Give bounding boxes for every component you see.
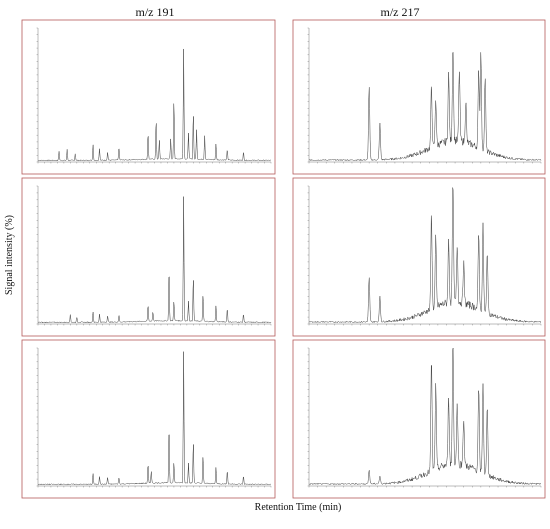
chromatogram-trace bbox=[37, 196, 272, 324]
panel-g7-mz217 bbox=[292, 339, 546, 499]
panel-grid bbox=[21, 19, 546, 499]
panel-frame bbox=[292, 177, 546, 337]
chromatogram-trace bbox=[308, 347, 542, 486]
panel-frame bbox=[21, 19, 276, 175]
panel-frame bbox=[21, 339, 276, 499]
panel-g1-mz217 bbox=[292, 19, 546, 175]
chromatogram-trace bbox=[37, 48, 272, 162]
chromatogram-trace bbox=[308, 51, 542, 162]
panel-frame bbox=[292, 339, 546, 499]
column-title-mz191: m/z 191 bbox=[136, 5, 175, 19]
panel-g7-mz191 bbox=[21, 339, 276, 499]
chromatogram-trace bbox=[308, 187, 542, 324]
panel-frame bbox=[292, 19, 546, 175]
panel-g1-mz191 bbox=[21, 19, 276, 175]
y-axis-title: Signal intensity (%) bbox=[4, 215, 15, 295]
chromatogram-trace bbox=[37, 351, 272, 486]
column-title-mz217: m/z 217 bbox=[381, 5, 420, 19]
panel-g4-mz217 bbox=[292, 177, 546, 337]
panel-frame bbox=[21, 177, 276, 337]
x-axis-title: Retention Time (min) bbox=[255, 502, 342, 513]
panel-g4-mz191 bbox=[21, 177, 276, 337]
